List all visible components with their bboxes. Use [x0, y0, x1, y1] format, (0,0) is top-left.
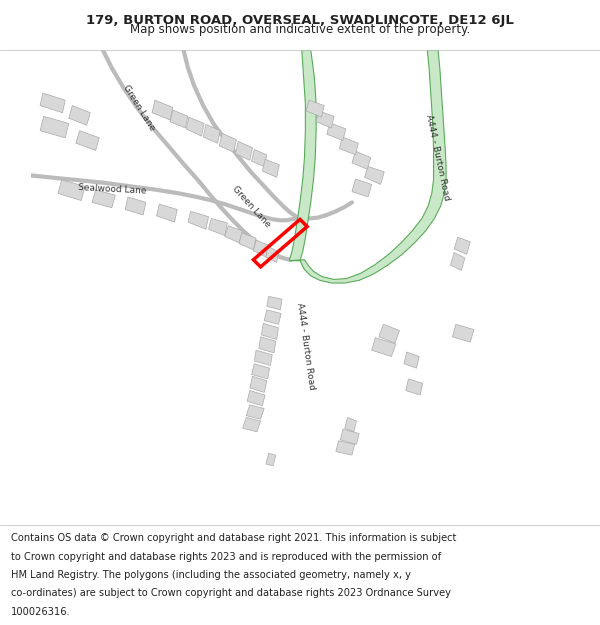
Polygon shape [404, 352, 419, 368]
Text: co-ordinates) are subject to Crown copyright and database rights 2023 Ordnance S: co-ordinates) are subject to Crown copyr… [11, 589, 451, 599]
Polygon shape [92, 190, 115, 208]
Text: Map shows position and indicative extent of the property.: Map shows position and indicative extent… [130, 23, 470, 36]
Polygon shape [188, 211, 209, 229]
Polygon shape [379, 324, 400, 343]
Polygon shape [152, 100, 173, 120]
Polygon shape [452, 324, 474, 342]
Polygon shape [371, 338, 396, 356]
Polygon shape [225, 226, 242, 242]
Polygon shape [58, 180, 85, 201]
Polygon shape [250, 376, 267, 392]
Polygon shape [259, 337, 276, 353]
Polygon shape [220, 133, 236, 152]
Text: Green Lane: Green Lane [231, 184, 272, 229]
Text: Contains OS data © Crown copyright and database right 2021. This information is : Contains OS data © Crown copyright and d… [11, 533, 456, 543]
Polygon shape [340, 137, 358, 155]
Polygon shape [69, 106, 90, 125]
Polygon shape [406, 379, 423, 395]
Polygon shape [247, 391, 265, 406]
Polygon shape [340, 429, 359, 444]
Polygon shape [327, 122, 346, 141]
Text: A444 - Burton Road: A444 - Burton Road [295, 301, 316, 390]
Polygon shape [267, 296, 282, 310]
Polygon shape [306, 100, 324, 118]
Polygon shape [266, 453, 276, 466]
Polygon shape [451, 253, 465, 271]
Polygon shape [203, 124, 220, 143]
Polygon shape [76, 131, 99, 151]
Text: Sealwood Lane: Sealwood Lane [77, 182, 146, 195]
Polygon shape [246, 405, 264, 419]
Polygon shape [336, 441, 355, 455]
Polygon shape [289, 50, 316, 261]
Polygon shape [365, 166, 384, 184]
Polygon shape [264, 310, 281, 324]
Polygon shape [209, 219, 227, 236]
Polygon shape [125, 197, 146, 215]
Text: Green Lane: Green Lane [121, 84, 157, 132]
Polygon shape [289, 50, 446, 283]
Polygon shape [40, 93, 65, 112]
Polygon shape [266, 246, 278, 262]
Polygon shape [454, 238, 470, 254]
Polygon shape [345, 418, 356, 432]
Polygon shape [242, 418, 260, 432]
Polygon shape [352, 179, 371, 197]
Polygon shape [316, 111, 334, 128]
Text: 100026316.: 100026316. [11, 607, 70, 617]
Polygon shape [251, 149, 267, 166]
Polygon shape [262, 323, 278, 339]
Polygon shape [235, 141, 253, 160]
Polygon shape [251, 364, 269, 379]
Polygon shape [186, 118, 204, 136]
Polygon shape [352, 151, 371, 169]
Polygon shape [253, 240, 269, 257]
Polygon shape [239, 233, 256, 250]
Text: 179, BURTON ROAD, OVERSEAL, SWADLINCOTE, DE12 6JL: 179, BURTON ROAD, OVERSEAL, SWADLINCOTE,… [86, 14, 514, 27]
Polygon shape [170, 110, 188, 128]
Text: to Crown copyright and database rights 2023 and is reproduced with the permissio: to Crown copyright and database rights 2… [11, 551, 441, 561]
Polygon shape [157, 204, 177, 222]
Polygon shape [254, 350, 272, 366]
Text: A444 - Burton Road: A444 - Burton Road [424, 114, 451, 201]
Polygon shape [40, 116, 69, 138]
Text: HM Land Registry. The polygons (including the associated geometry, namely x, y: HM Land Registry. The polygons (includin… [11, 570, 411, 580]
Polygon shape [262, 159, 280, 177]
